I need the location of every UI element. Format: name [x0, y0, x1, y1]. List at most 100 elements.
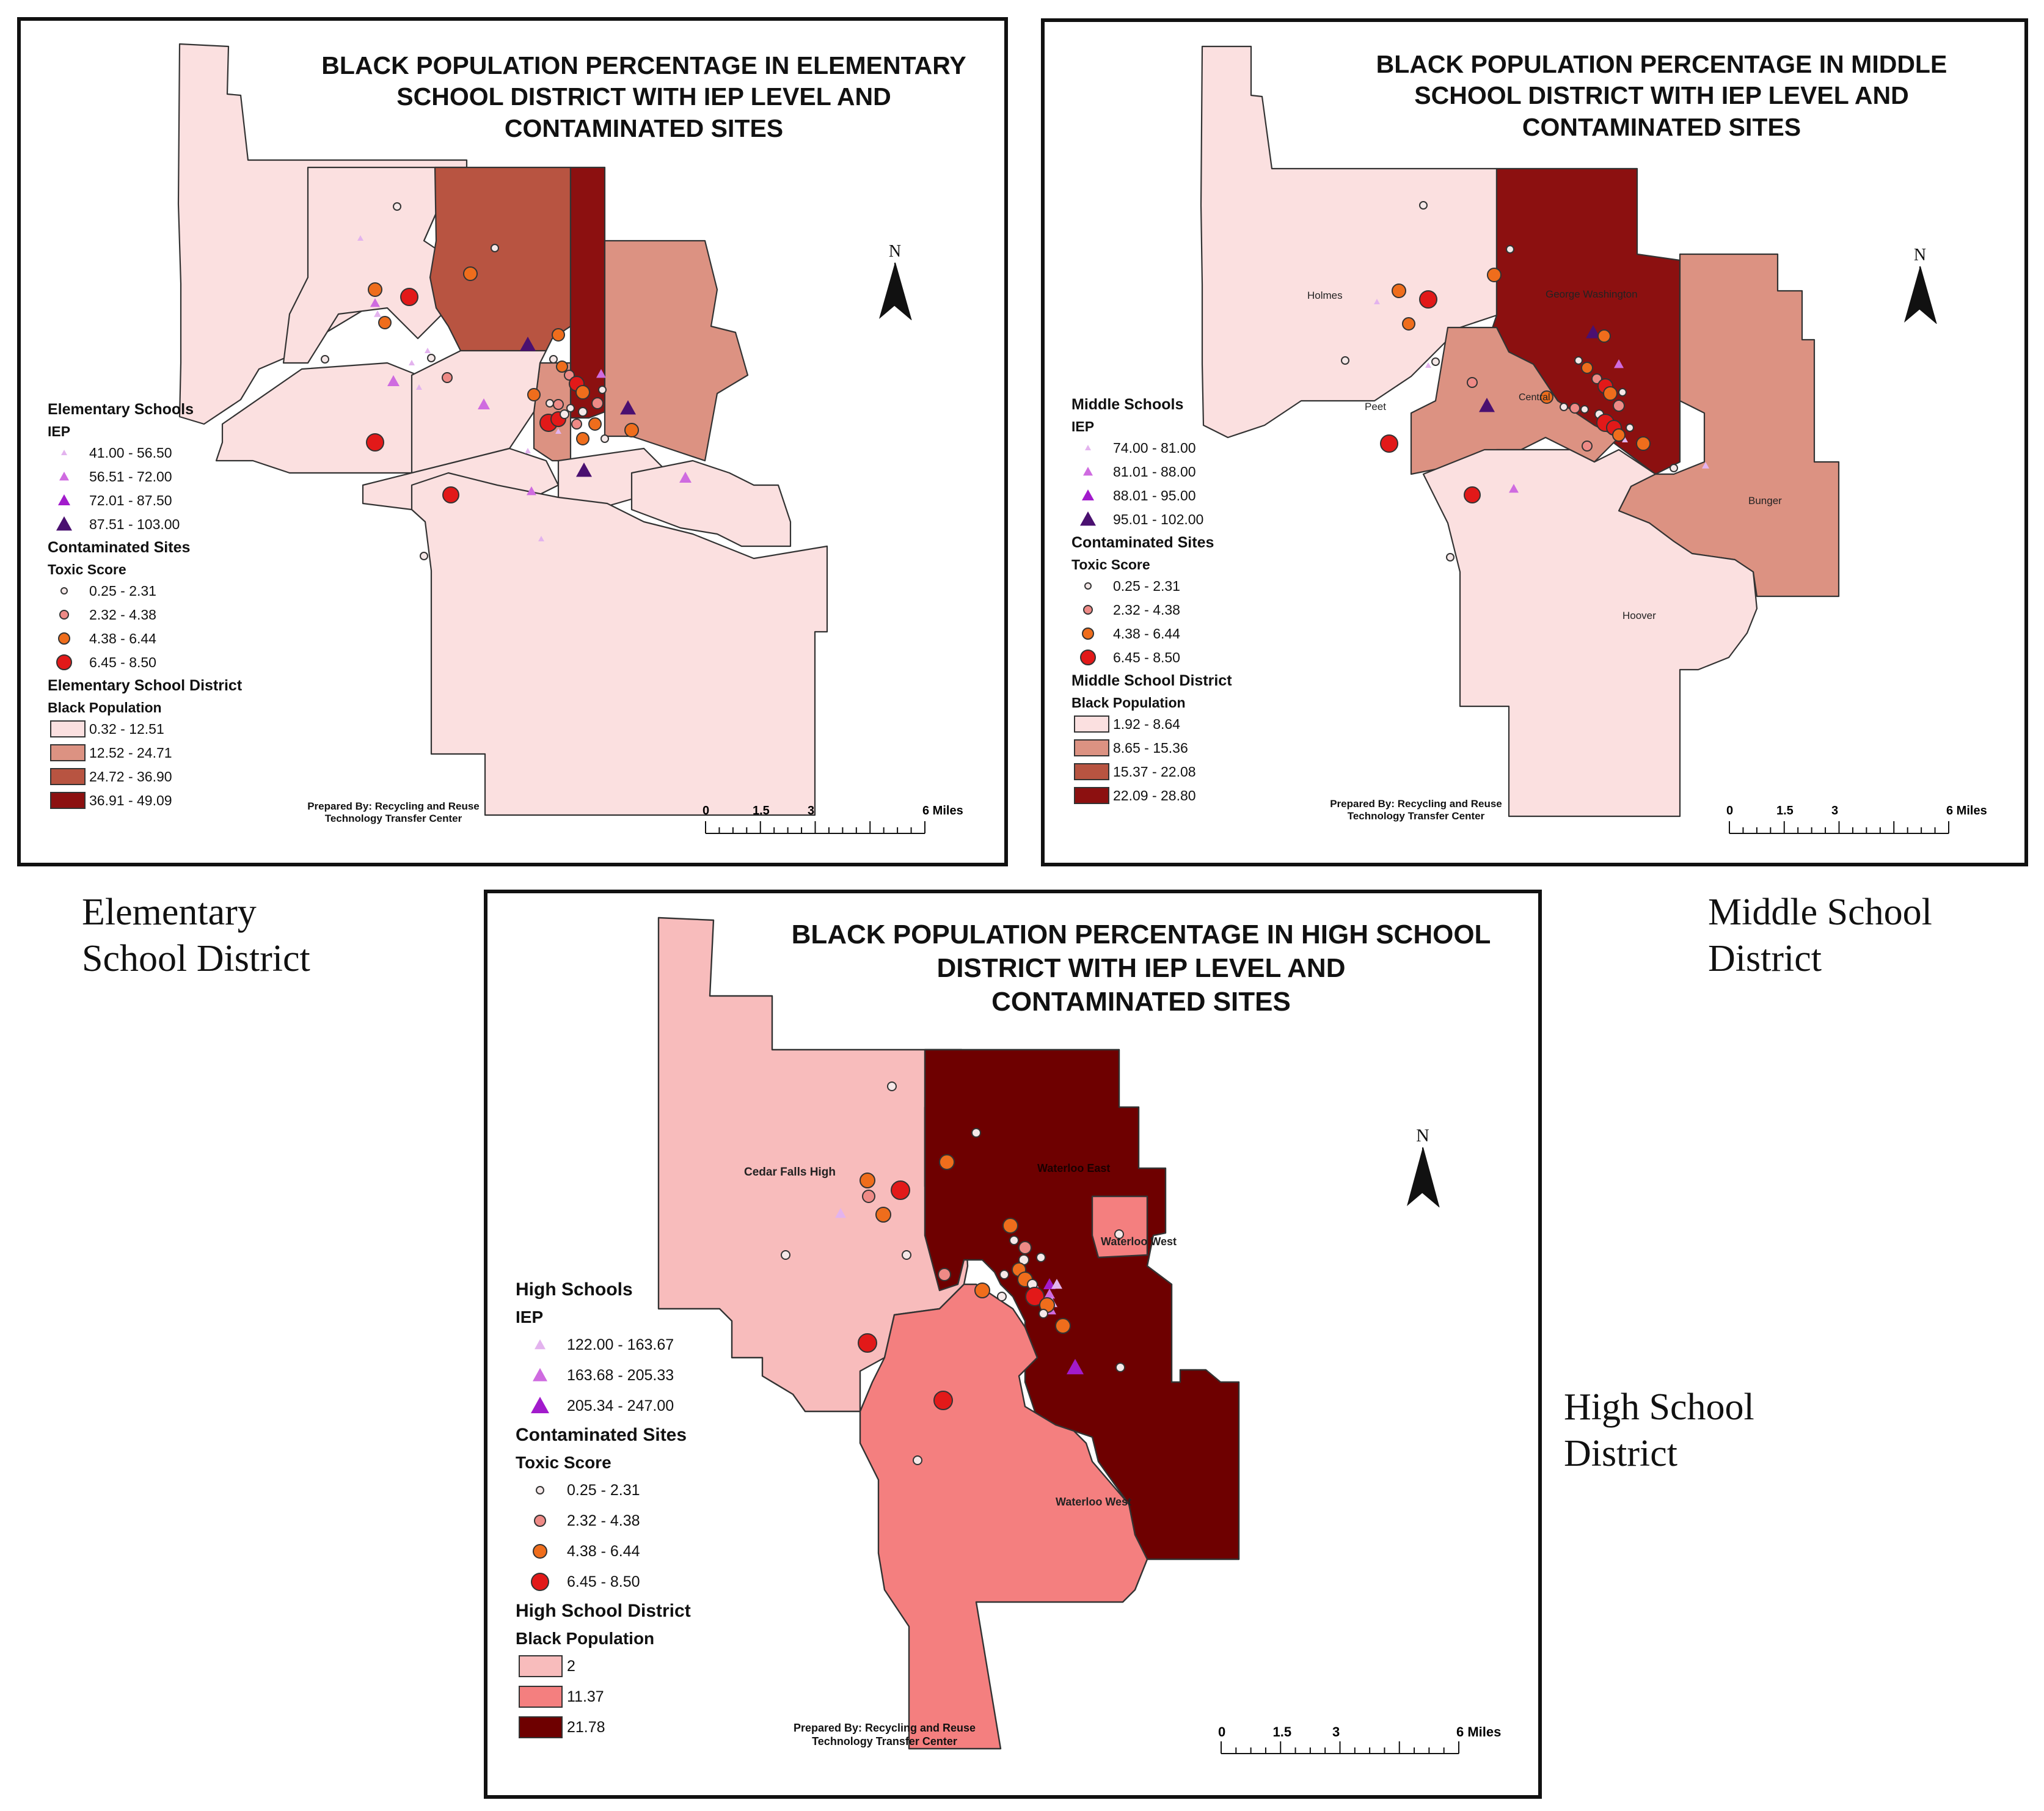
- toxic-circle-icon: [534, 1515, 546, 1527]
- contaminated-site-markers: [321, 202, 639, 560]
- contaminated-site-marker: [420, 552, 428, 560]
- population-swatch-icon: [519, 1655, 563, 1677]
- contaminated-site-marker: [400, 288, 418, 306]
- school-iep-marker: [1067, 1359, 1084, 1375]
- legend-toxic-group: 0.25 - 2.31 2.32 - 4.38 4.38 - 6.44 6.45 - …: [48, 582, 242, 671]
- district-polygon: [1091, 1195, 1148, 1259]
- legend-sites-heading: Contaminated Sites: [516, 1425, 687, 1445]
- scale-tick-label: 6 Miles: [1456, 1724, 1502, 1740]
- north-label: N: [1913, 246, 1927, 265]
- contaminated-site-marker: [442, 372, 453, 383]
- legend-row: 0.32 - 12.51: [48, 720, 242, 738]
- toxic-circle-icon: [531, 1573, 549, 1591]
- contaminated-site-marker: [321, 355, 329, 364]
- iep-triangle-icon: [59, 472, 69, 481]
- iep-triangle-icon: [56, 516, 72, 531]
- legend-iep-group: 122.00 - 163.67 163.68 - 205.33 205.34 - 2…: [516, 1333, 691, 1418]
- school-iep-marker: [1374, 299, 1380, 304]
- legend-row: 72.01 - 87.50: [48, 491, 242, 510]
- contaminated-site-marker: [575, 385, 590, 400]
- school-iep-marker: [1044, 1289, 1055, 1299]
- scale-tick-label: 0: [1218, 1724, 1226, 1740]
- contaminated-site-marker: [600, 434, 609, 443]
- legend-label: 88.01 - 95.00: [1113, 487, 1196, 503]
- scale-bar-line: [1729, 821, 1949, 834]
- school-iep-marker: [425, 348, 431, 353]
- middle-district-map: [1200, 45, 1840, 818]
- district-label-waterloo-west-small: Waterloo West: [1101, 1235, 1177, 1248]
- map-title: BLACK POPULATION PERCENTAGE IN ELEMENTAR…: [321, 51, 966, 142]
- contaminated-site-marker: [427, 354, 436, 362]
- contaminated-site-marker: [553, 399, 564, 410]
- contaminated-site-marker: [549, 355, 558, 364]
- legend-row: 205.34 - 247.00: [516, 1394, 691, 1418]
- population-swatch-icon: [519, 1686, 563, 1708]
- legend-label: 24.72 - 36.90: [89, 768, 172, 785]
- legend-row: 87.51 - 103.00: [48, 515, 242, 533]
- north-label: N: [888, 242, 902, 261]
- legend-row: 2.32 - 4.38: [48, 605, 242, 624]
- school-iep-marker: [357, 235, 363, 241]
- legend-sites-heading: Contaminated Sites: [1071, 534, 1214, 551]
- legend-label: 21.78: [567, 1718, 605, 1736]
- contaminated-site-marker: [1582, 441, 1593, 452]
- school-iep-marker: [387, 375, 400, 386]
- legend-iep-group: 74.00 - 81.00 81.01 - 88.00 88.01 - 95.00 9…: [1071, 439, 1232, 529]
- school-iep-marker: [525, 448, 531, 453]
- school-iep-marker: [1509, 484, 1519, 493]
- prepared-by-credit: Prepared By: Recycling and Reuse Technol…: [1330, 798, 1502, 822]
- contaminated-site-marker: [1402, 317, 1415, 331]
- legend-label: 72.01 - 87.50: [89, 492, 172, 508]
- scale-bar: 0 1.5 3 6 Miles: [703, 804, 963, 839]
- legend-schools-heading: Elementary Schools: [48, 401, 194, 418]
- iep-triangle-icon: [58, 494, 70, 505]
- legend-row: 12.52 - 24.71: [48, 744, 242, 762]
- legend-population-heading: Black Population: [516, 1629, 655, 1648]
- legend-row: 0.25 - 2.31: [48, 582, 242, 600]
- iep-triangle-icon: [1083, 467, 1093, 476]
- contaminated-site-marker: [933, 1391, 953, 1410]
- scale-tick-label: 0: [703, 804, 710, 818]
- scale-tick-label: 3: [1831, 804, 1839, 818]
- north-arrow-icon: [1407, 1147, 1440, 1208]
- contaminated-site-marker: [1038, 1309, 1048, 1319]
- legend-row: 41.00 - 56.50: [48, 444, 242, 462]
- school-iep-marker: [1702, 462, 1709, 469]
- district-label-bunger: Bunger: [1748, 495, 1782, 507]
- population-swatch-icon: [519, 1716, 563, 1738]
- legend-population-group: 2 11.37 21.78: [516, 1655, 691, 1739]
- contaminated-site-marker: [546, 399, 554, 408]
- district-label-cedar-falls-high: Cedar Falls High: [744, 1166, 836, 1179]
- middle-caption: Middle School District: [1708, 891, 1932, 979]
- legend-row: 24.72 - 36.90: [48, 767, 242, 786]
- contaminated-site-marker: [891, 1180, 910, 1200]
- contaminated-site-marker: [578, 407, 588, 417]
- legend-row: 4.38 - 6.44: [48, 629, 242, 648]
- contaminated-site-marker: [971, 1128, 981, 1138]
- legend-row: 15.37 - 22.08: [1071, 763, 1232, 781]
- contaminated-site-marker: [1613, 400, 1625, 412]
- population-swatch-icon: [1074, 739, 1109, 756]
- population-swatch-icon: [50, 720, 86, 737]
- contaminated-site-marker: [1487, 268, 1502, 282]
- scale-tick-label: 1.5: [1776, 804, 1794, 818]
- contaminated-site-marker: [393, 202, 401, 211]
- contaminated-site-marker: [1597, 329, 1611, 343]
- scale-bar-line: [1221, 1741, 1459, 1754]
- scale-tick-label: 1.5: [753, 804, 770, 818]
- contaminated-site-marker: [1670, 464, 1678, 472]
- legend-sites-heading: Contaminated Sites: [48, 539, 191, 556]
- toxic-circle-icon: [58, 632, 70, 645]
- school-iep-markers: [1374, 299, 1709, 493]
- iep-triangle-icon: [1082, 489, 1094, 500]
- high-caption: High School District: [1564, 1386, 1754, 1474]
- legend-label: 15.37 - 22.08: [1113, 763, 1196, 780]
- scale-tick-label: 3: [808, 804, 815, 818]
- contaminated-site-marker: [1392, 284, 1406, 298]
- contaminated-site-markers: [781, 1081, 1125, 1465]
- legend-row: 4.38 - 6.44: [1071, 624, 1232, 643]
- legend-toxic-group: 0.25 - 2.31 2.32 - 4.38 4.38 - 6.44 6.45 - …: [516, 1479, 691, 1593]
- population-swatch-icon: [1074, 763, 1109, 780]
- legend-label: 205.34 - 247.00: [567, 1397, 674, 1414]
- legend-label: 2.32 - 4.38: [89, 606, 156, 623]
